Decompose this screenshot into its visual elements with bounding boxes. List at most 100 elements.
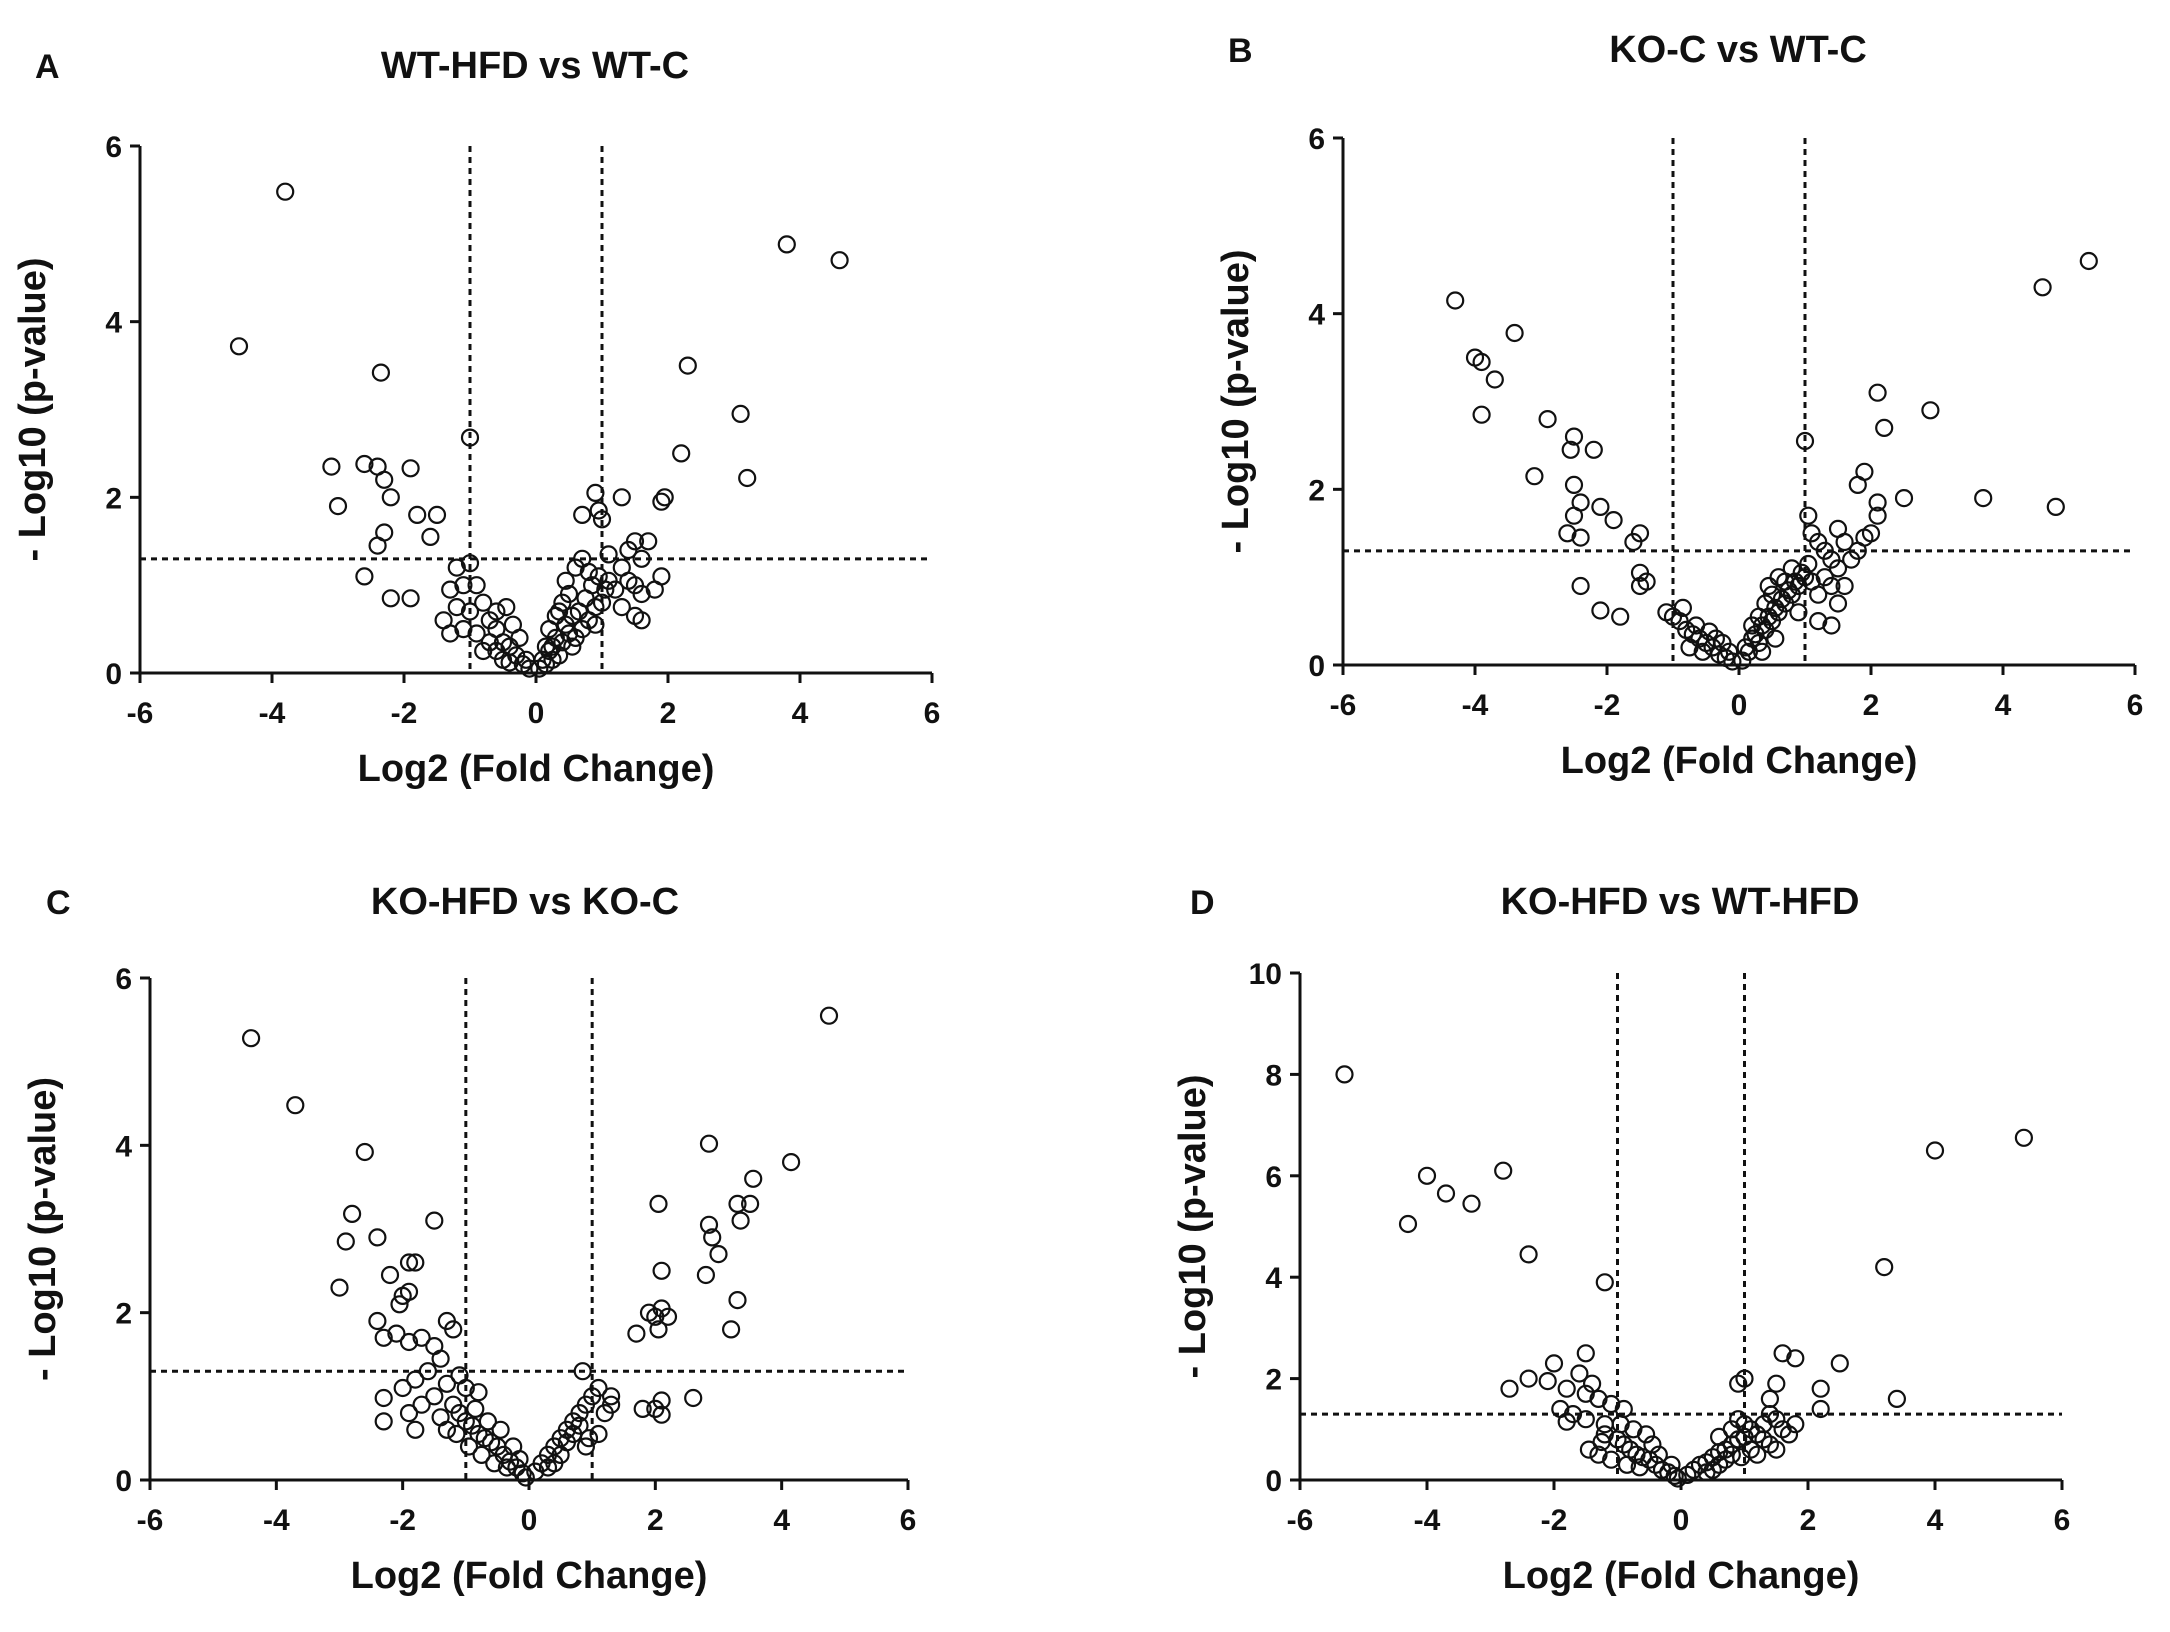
data-point [1417, 1166, 1437, 1185]
data-point [375, 470, 394, 489]
data-point [632, 584, 651, 604]
data-point [586, 483, 605, 502]
panel-b: B KO-C vs WT-C -6 -4 -2 0 2 4 6 0 2 4 6 Log2 (Fold Ch… [1215, 29, 2143, 782]
data-point [570, 1416, 589, 1435]
data-point [497, 597, 516, 617]
data-point [1709, 1427, 1729, 1447]
data-point [1809, 611, 1828, 631]
data-point [447, 558, 466, 577]
data-point [1662, 1455, 1681, 1474]
data-point [678, 356, 697, 375]
panel-c: C KO-HFD vs KO-C -6 -4 -2 0 2 4 6 0 2 4 6 Log2 (Fold … [22, 881, 916, 1597]
data-point [2033, 278, 2052, 297]
data-point [390, 1295, 409, 1314]
x-tick-label: -4 [263, 1504, 290, 1537]
data-point [460, 428, 480, 447]
data-point [1335, 1065, 1354, 1084]
data-point [1732, 1448, 1751, 1467]
data-point [573, 1362, 592, 1381]
data-point [731, 1211, 750, 1230]
data-point [596, 580, 615, 599]
x-tick-label: 4 [792, 697, 809, 730]
data-point [1525, 467, 1544, 486]
x-tick-label: 0 [528, 697, 545, 730]
data-point [1767, 1440, 1786, 1459]
data-point [1446, 291, 1465, 310]
data-point [1719, 642, 1739, 661]
data-point [538, 1458, 558, 1477]
data-point [1564, 427, 1584, 446]
data-point [406, 1420, 425, 1439]
data-point [1974, 489, 1993, 508]
data-point [586, 615, 605, 634]
data-point [1630, 576, 1650, 596]
x-tick-label: -6 [137, 1504, 164, 1537]
data-point [1875, 1257, 1894, 1277]
data-point [472, 1445, 491, 1465]
data-point [401, 459, 420, 478]
data-point [399, 1332, 419, 1352]
data-point [1693, 642, 1712, 661]
y-tick-label: 2 [1265, 1364, 1282, 1397]
x-tick-label: -4 [1462, 689, 1489, 722]
data-point [1828, 519, 1848, 539]
data-point [1786, 1349, 1805, 1368]
panel-title: KO-HFD vs WT-HFD [1501, 881, 1860, 923]
x-tick-label: -4 [259, 697, 286, 730]
data-point [612, 488, 631, 507]
y-tick-label: 0 [1308, 650, 1325, 683]
data-point [830, 251, 849, 270]
data-point [1595, 1273, 1614, 1292]
x-axis-label: Log2 (Fold Change) [351, 1555, 708, 1597]
data-point [1875, 418, 1894, 437]
data-point [1835, 576, 1854, 596]
data-point [1398, 1214, 1418, 1234]
y-tick-label: 4 [1308, 299, 1325, 332]
data-point [431, 1349, 450, 1368]
x-tick-label: -4 [1414, 1504, 1441, 1537]
data-point [355, 454, 374, 474]
data-point [520, 659, 539, 678]
data-point [1743, 616, 1762, 635]
x-tick-label: 2 [647, 1504, 664, 1537]
x-axis-label: Log2 (Fold Change) [358, 748, 715, 790]
data-point [1589, 1445, 1608, 1464]
data-point [1591, 497, 1610, 516]
data-point [592, 593, 612, 612]
y-tick-label: 0 [105, 658, 122, 691]
x-tick-label: -6 [127, 697, 154, 730]
data-point [1571, 528, 1590, 547]
data-point [1500, 1379, 1519, 1398]
data-point [1472, 405, 1491, 424]
y-tick-label: 4 [1265, 1262, 1282, 1295]
panel-d: D KO-HFD vs WT-HFD -6 -4 -2 0 2 4 6 0 2 4 6 8 10 Log2 (… [1172, 881, 2070, 1597]
data-point [406, 1253, 425, 1272]
data-point [500, 653, 519, 672]
data-point [456, 1378, 475, 1398]
data-point [1604, 510, 1623, 530]
x-tick-label: 0 [521, 1504, 538, 1537]
data-point [556, 571, 575, 590]
data-point [649, 1194, 668, 1214]
data-point [374, 1328, 393, 1347]
data-point [516, 1468, 535, 1487]
data-point [1561, 440, 1580, 459]
data-point [1570, 1364, 1589, 1383]
data-point [459, 1437, 479, 1456]
y-tick-label: 6 [1265, 1161, 1282, 1194]
data-point [1649, 1445, 1668, 1464]
data-point [408, 505, 427, 525]
data-point [1519, 1369, 1538, 1388]
x-tick-label: -2 [391, 697, 418, 730]
data-point [1767, 1374, 1786, 1393]
data-point [579, 1429, 599, 1448]
data-point [699, 1215, 719, 1234]
data-point [393, 1378, 412, 1398]
y-tick-label: 8 [1265, 1059, 1282, 1092]
data-point [728, 1290, 747, 1310]
x-axis-label: Log2 (Fold Change) [1503, 1555, 1860, 1597]
data-point [460, 602, 480, 621]
data-point [777, 235, 796, 254]
data-point [1766, 629, 1785, 648]
data-point [601, 1395, 621, 1414]
